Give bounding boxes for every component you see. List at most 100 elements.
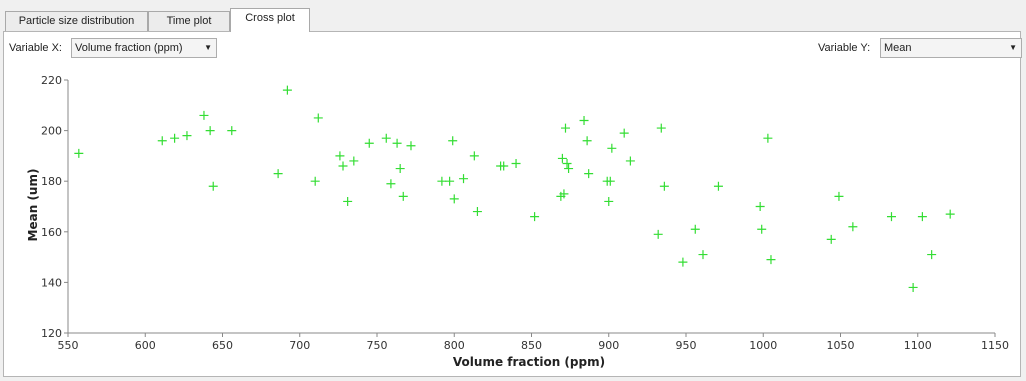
data-point xyxy=(560,123,570,133)
x-tick-label: 950 xyxy=(676,339,697,352)
data-point xyxy=(826,234,836,244)
data-point xyxy=(917,212,927,222)
data-point xyxy=(406,141,416,151)
data-point xyxy=(579,115,589,125)
data-point xyxy=(690,224,700,234)
data-point xyxy=(199,110,209,120)
chevron-down-icon: ▼ xyxy=(204,43,212,52)
y-tick-label: 160 xyxy=(41,226,62,239)
data-point xyxy=(945,209,955,219)
data-point xyxy=(584,169,594,179)
data-point xyxy=(713,181,723,191)
data-point xyxy=(273,169,283,179)
y-tick-label: 140 xyxy=(41,276,62,289)
data-point xyxy=(653,229,663,239)
data-point xyxy=(448,136,458,146)
data-point xyxy=(381,133,391,143)
x-tick-label: 750 xyxy=(367,339,388,352)
x-axis-title: Volume fraction (ppm) xyxy=(453,355,605,369)
variable-x-value: Volume fraction (ppm) xyxy=(75,42,183,54)
data-point xyxy=(886,212,896,222)
data-point xyxy=(349,156,359,166)
data-point xyxy=(157,136,167,146)
data-point xyxy=(757,224,767,234)
data-point xyxy=(445,176,455,186)
data-point xyxy=(834,191,844,201)
y-tick-label: 220 xyxy=(41,74,62,87)
tab-cross-plot[interactable]: Cross plot xyxy=(230,8,310,32)
chevron-down-icon: ▼ xyxy=(1009,43,1017,52)
data-point xyxy=(398,191,408,201)
y-axis-title: Mean (um) xyxy=(26,169,40,242)
data-point xyxy=(472,207,482,217)
data-point xyxy=(392,138,402,148)
data-point xyxy=(282,85,292,95)
data-point xyxy=(386,179,396,189)
variable-y-label: Variable Y: xyxy=(818,42,871,54)
data-point xyxy=(338,161,348,171)
data-point xyxy=(625,156,635,166)
data-point xyxy=(335,151,345,161)
data-point xyxy=(310,176,320,186)
data-point xyxy=(530,212,540,222)
data-point xyxy=(848,222,858,232)
variable-y-value: Mean xyxy=(884,42,912,54)
tab-time-plot[interactable]: Time plot xyxy=(148,11,230,31)
x-tick-label: 550 xyxy=(58,339,79,352)
x-tick-label: 1050 xyxy=(827,339,855,352)
y-tick-label: 200 xyxy=(41,125,62,138)
data-point xyxy=(449,194,459,204)
x-tick-label: 800 xyxy=(444,339,465,352)
data-point xyxy=(604,196,614,206)
data-point xyxy=(511,158,521,168)
data-point xyxy=(766,255,776,265)
data-point xyxy=(208,181,218,191)
data-point xyxy=(927,250,937,260)
data-point xyxy=(469,151,479,161)
data-point xyxy=(562,158,572,168)
data-point xyxy=(678,257,688,267)
x-tick-label: 700 xyxy=(289,339,310,352)
data-point xyxy=(313,113,323,123)
x-tick-label: 1000 xyxy=(749,339,777,352)
data-point xyxy=(559,189,569,199)
data-point xyxy=(182,131,192,141)
x-tick-label: 1150 xyxy=(981,339,1009,352)
x-tick-label: 900 xyxy=(598,339,619,352)
data-point xyxy=(607,143,617,153)
data-point xyxy=(656,123,666,133)
data-point xyxy=(343,196,353,206)
x-tick-label: 850 xyxy=(521,339,542,352)
data-point xyxy=(763,133,773,143)
tab-particle-size-distribution[interactable]: Particle size distribution xyxy=(5,11,148,31)
cross-plot-panel: Variable X: Volume fraction (ppm) ▼ Vari… xyxy=(3,31,1022,377)
y-tick-label: 120 xyxy=(41,327,62,340)
variable-x-select[interactable]: Volume fraction (ppm) ▼ xyxy=(71,38,217,58)
data-point xyxy=(605,176,615,186)
data-point xyxy=(557,153,567,163)
data-point xyxy=(459,174,469,184)
data-point xyxy=(170,133,180,143)
x-tick-label: 600 xyxy=(135,339,156,352)
x-tick-label: 1100 xyxy=(904,339,932,352)
data-point xyxy=(755,202,765,211)
variable-x-label: Variable X: xyxy=(9,42,62,54)
data-point xyxy=(908,282,918,292)
data-point xyxy=(437,176,447,186)
variable-y-select[interactable]: Mean ▼ xyxy=(880,38,1022,58)
data-point xyxy=(364,138,374,148)
data-point xyxy=(619,128,629,138)
data-point xyxy=(499,161,509,171)
data-point xyxy=(698,250,708,260)
data-point xyxy=(227,126,237,136)
y-tick-label: 180 xyxy=(41,175,62,188)
data-point xyxy=(74,148,84,158)
data-point xyxy=(205,126,215,136)
data-point xyxy=(582,136,592,146)
x-tick-label: 650 xyxy=(212,339,233,352)
data-point xyxy=(395,164,405,174)
data-point xyxy=(564,164,574,174)
data-point xyxy=(659,181,669,191)
